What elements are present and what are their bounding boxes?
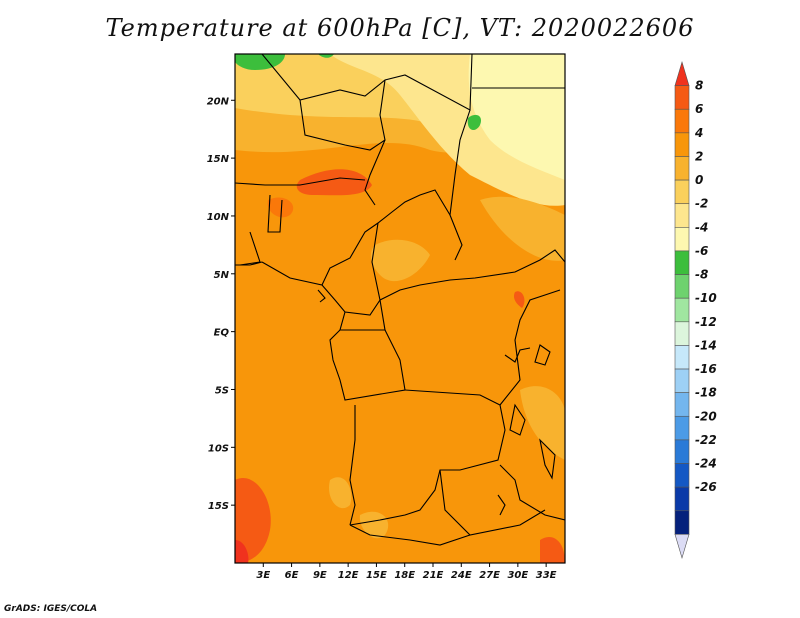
colorbar-swatch [674, 534, 690, 560]
colorbar-swatch [674, 321, 690, 346]
colorbar-label: -4 [695, 220, 708, 234]
colorbar-swatch [674, 415, 690, 441]
temperature-field [235, 54, 565, 563]
colorbar-swatch [674, 392, 690, 417]
colorbar-label: -8 [695, 268, 708, 282]
colorbar-swatch [674, 203, 690, 228]
colorbar-label: -14 [695, 338, 717, 352]
y-tick-label: 20N [207, 96, 230, 107]
colorbar-swatch [674, 439, 690, 464]
colorbar-swatch [674, 227, 690, 252]
colorbar: 8 6 4 2 0 -2 -4 -6 -8 -10 -12 -14 -16 -18 -20 -22 -24 -26 [674, 60, 717, 560]
colorbar-label: 8 [695, 79, 703, 93]
colorbar-label: -24 [695, 457, 717, 471]
y-tick-label: 15N [207, 154, 230, 165]
country-borders [235, 54, 565, 546]
colorbar-label: -18 [695, 386, 717, 400]
colorbar-label: 0 [695, 173, 703, 187]
y-tick-label: 10N [207, 212, 230, 223]
map-title: Temperature at 600hPa [C], VT: 202002260… [105, 14, 695, 42]
colorbar-label: -20 [695, 409, 717, 423]
colorbar-swatch [674, 60, 690, 86]
x-tick-label: 15E [366, 570, 387, 581]
x-tick-label: 9E [313, 570, 327, 581]
x-tick-label: 12E [338, 570, 359, 581]
colorbar-swatch [674, 274, 690, 299]
colorbar-label: -22 [695, 433, 717, 447]
colorbar-label: -26 [695, 480, 717, 494]
colorbar-swatch [674, 250, 690, 275]
colorbar-swatch [674, 108, 690, 134]
colorbar-swatch [674, 85, 690, 110]
colorbar-label: 6 [695, 102, 703, 116]
colorbar-swatch [674, 510, 690, 535]
colorbar-label: 4 [694, 126, 703, 140]
x-tick-label: 3E [256, 570, 270, 581]
x-tick-label: 24E [451, 570, 472, 581]
colorbar-swatch [674, 368, 690, 393]
colorbar-label: -16 [695, 362, 717, 376]
colorbar-swatch [674, 156, 690, 181]
colorbar-label: 2 [695, 149, 703, 163]
colorbar-swatch [674, 463, 690, 488]
x-tick-label: 30E [507, 570, 528, 581]
y-tick-label: 15S [208, 501, 229, 512]
x-tick-label: 6E [285, 570, 299, 581]
colorbar-swatch [674, 297, 690, 323]
colorbar-swatch [674, 132, 690, 157]
y-tick-label: 10S [208, 443, 229, 454]
colorbar-swatch [674, 486, 690, 512]
colorbar-swatch [674, 345, 690, 370]
colorbar-label: -12 [695, 315, 717, 329]
map-frame [234, 53, 566, 564]
latitude-axis: 20N 15N 10N 5N EQ 5S 10S 15S [207, 96, 235, 512]
x-tick-label: 18E [394, 570, 415, 581]
colorbar-label: -6 [695, 244, 708, 258]
y-tick-label: 5N [214, 270, 230, 281]
y-tick-label: EQ [214, 328, 230, 339]
colorbar-label: -2 [695, 197, 708, 211]
x-tick-label: 21E [423, 570, 444, 581]
y-tick-label: 5S [215, 385, 229, 396]
colorbar-swatch [674, 179, 690, 205]
grads-credit: GrADS: IGES/COLA [4, 604, 98, 614]
x-tick-label: 33E [536, 570, 557, 581]
colorbar-label: -10 [695, 291, 717, 305]
x-tick-label: 27E [479, 570, 500, 581]
longitude-axis: 3E 6E 9E 12E 15E 18E 21E 24E 27E 30E 33E [256, 563, 557, 581]
